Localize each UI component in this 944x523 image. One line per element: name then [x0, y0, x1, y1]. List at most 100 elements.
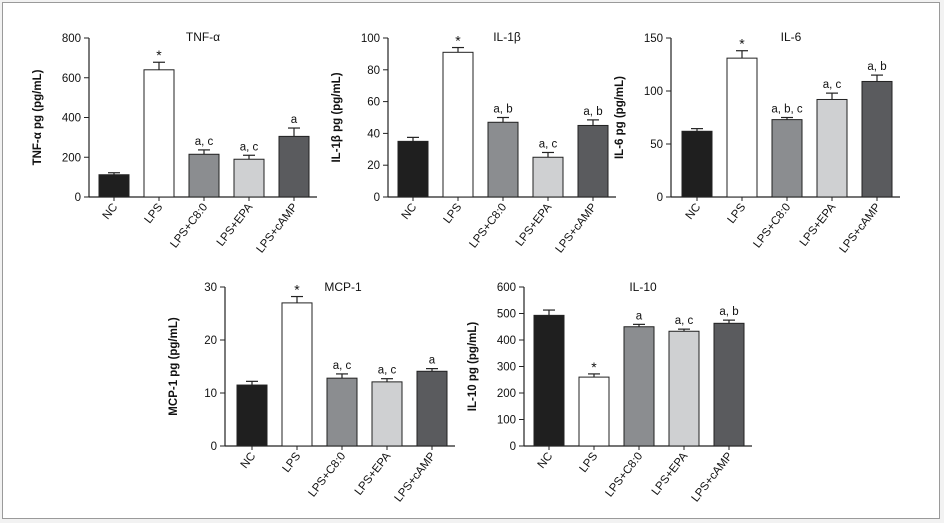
y-axis-label: IL-6 pg (pg/mL)	[614, 76, 626, 159]
y-tick-label: 600	[497, 282, 516, 294]
x-tick-label: NC	[684, 201, 704, 221]
x-tick-label: LPS	[726, 201, 749, 226]
x-tick-label: NC	[400, 201, 420, 221]
bar	[713, 322, 745, 447]
x-tick-label: LPS	[442, 201, 465, 226]
bar	[487, 121, 519, 198]
significance-label: a, b	[719, 306, 738, 318]
x-tick-label: LPS+EPA	[215, 201, 256, 249]
significance-label: a, b, c	[771, 104, 803, 116]
bar	[371, 381, 403, 447]
significance-label: *	[591, 359, 597, 375]
significance-label: a, b	[583, 106, 602, 118]
significance-label: *	[739, 36, 745, 52]
y-tick-label: 80	[367, 65, 380, 77]
chart-0: TNF-α 0 200 400 600 800 TNF-α pg (pg/mL) NC * LPS…	[32, 30, 317, 255]
significance-label: a, c	[823, 79, 842, 91]
y-tick-label: 20	[204, 335, 217, 347]
significance-label: a, c	[333, 360, 352, 372]
chart-1: IL-1β 0 20 40 60 80 100 IL-1β pg (pg/mL) NC * LPS a…	[331, 30, 616, 255]
y-axis-label: TNF-α pg (pg/mL)	[32, 69, 44, 165]
bar	[532, 156, 564, 198]
y-tick-label: 100	[497, 415, 516, 427]
chart-3: MCP-1 0 10 20 30 MCP-1 pg (pg/mL) NC * LPS a, c LP…	[168, 280, 455, 504]
y-tick-label: 40	[367, 128, 380, 140]
bar	[533, 314, 565, 447]
y-tick-label: 0	[211, 441, 217, 453]
bar	[143, 69, 175, 198]
bar	[578, 376, 610, 447]
y-tick-label: 300	[497, 362, 516, 374]
bar	[236, 384, 268, 447]
y-tick-label: 0	[75, 192, 81, 204]
y-tick-label: 200	[62, 152, 81, 164]
x-tick-label: LPS+C8:0	[168, 201, 210, 250]
significance-label: a, c	[240, 141, 259, 153]
y-tick-label: 0	[510, 441, 516, 453]
bar	[681, 130, 713, 198]
chart-title: TNF-α	[186, 30, 220, 44]
y-tick-label: 500	[497, 309, 516, 321]
y-tick-label: 100	[361, 33, 380, 45]
x-tick-label: LPS	[578, 450, 601, 475]
bar	[278, 135, 310, 198]
significance-label: a	[636, 310, 643, 322]
significance-label: a, c	[539, 138, 558, 150]
y-tick-label: 50	[650, 139, 663, 151]
bar	[861, 80, 893, 198]
y-tick-label: 150	[644, 33, 663, 45]
x-tick-label: LPS+EPA	[514, 201, 555, 249]
significance-label: *	[455, 33, 461, 49]
chart-title: IL-10	[629, 280, 657, 294]
x-tick-label: LPS	[143, 201, 166, 226]
bar	[623, 326, 655, 447]
bar	[233, 158, 265, 198]
chart-4: IL-10 0 100 200 300 400 500 600 IL-10 pg (pg/mL)…	[467, 280, 752, 504]
significance-label: a, c	[378, 365, 397, 377]
y-tick-label: 600	[62, 73, 81, 85]
significance-label: a, c	[195, 136, 214, 148]
y-axis-label: IL-10 pg (pg/mL)	[467, 322, 479, 412]
y-tick-label: 400	[497, 335, 516, 347]
significance-label: *	[156, 47, 162, 63]
x-tick-label: LPS+cAMP	[393, 450, 439, 504]
y-tick-label: 100	[644, 86, 663, 98]
x-tick-label: LPS+EPA	[798, 201, 839, 249]
x-tick-label: LPS	[281, 450, 304, 475]
y-tick-label: 0	[657, 192, 663, 204]
x-tick-label: LPS+C8:0	[467, 201, 509, 250]
bar	[416, 370, 448, 447]
bar	[816, 98, 848, 198]
y-tick-label: 800	[62, 33, 81, 45]
bar	[326, 377, 358, 447]
bar	[98, 174, 130, 198]
bar	[726, 57, 758, 198]
chart-2: IL-6 0 50 100 150 IL-6 pg (pg/mL) NC * LPS a, b, …	[614, 30, 900, 255]
bar	[188, 153, 220, 198]
x-tick-label: LPS+EPA	[353, 450, 394, 498]
x-tick-label: LPS+C8:0	[306, 450, 348, 499]
chart-title: MCP-1	[324, 280, 362, 294]
bar	[397, 140, 429, 198]
y-tick-label: 10	[204, 388, 217, 400]
y-tick-label: 0	[374, 192, 380, 204]
bar	[442, 51, 474, 198]
chart-title: IL-1β	[493, 30, 521, 44]
y-tick-label: 60	[367, 97, 380, 109]
x-tick-label: NC	[101, 201, 121, 221]
chart-title: IL-6	[781, 30, 802, 44]
significance-label: a, c	[675, 315, 694, 327]
bar	[577, 124, 609, 198]
bar	[281, 302, 313, 447]
y-tick-label: 20	[367, 160, 380, 172]
significance-label: a	[291, 114, 298, 126]
x-tick-label: LPS+cAMP	[690, 450, 736, 504]
y-tick-label: 400	[62, 113, 81, 125]
x-tick-label: LPS+C8:0	[603, 450, 645, 499]
significance-label: a, b	[867, 61, 886, 73]
x-tick-label: LPS+cAMP	[554, 201, 600, 255]
x-tick-label: NC	[239, 450, 259, 470]
significance-label: a, b	[493, 104, 512, 116]
